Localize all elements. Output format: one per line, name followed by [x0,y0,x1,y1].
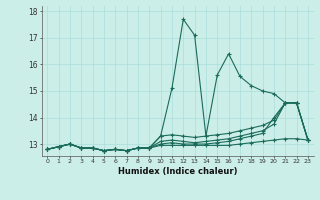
X-axis label: Humidex (Indice chaleur): Humidex (Indice chaleur) [118,167,237,176]
